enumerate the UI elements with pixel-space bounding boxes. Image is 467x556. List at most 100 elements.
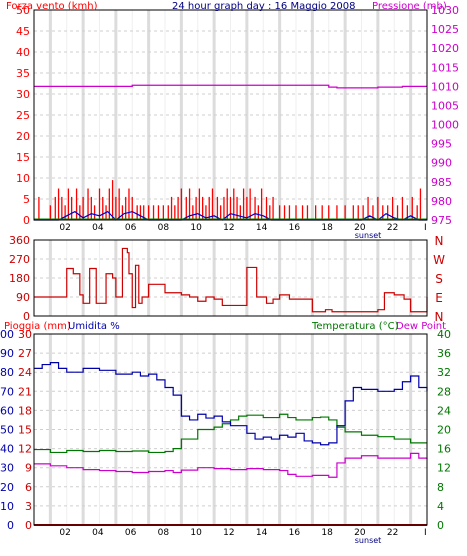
x-tick-label: 10: [190, 528, 202, 538]
y-tick-label-rain: 24: [18, 366, 32, 379]
y-tick-label-rain: 6: [25, 481, 32, 494]
y-tick-label-rain: 15: [18, 424, 32, 437]
y-tick-label-pressure: 995: [431, 138, 452, 151]
y-tick-label-pressure: 1010: [431, 80, 459, 93]
y-tick-label-pressure: 985: [431, 176, 452, 189]
y-tick-label-humidity: 20: [0, 481, 14, 494]
y-tick-label-temperature: 8: [437, 481, 444, 494]
x-tick-label: 04: [92, 528, 104, 538]
compass-label: S: [435, 272, 443, 286]
x-tick-label: 10: [190, 223, 202, 233]
compass-label: N: [435, 310, 444, 324]
x-tick-label: 12: [223, 223, 234, 233]
x-tick-label: 16: [289, 223, 301, 233]
y-tick-label-temperature: 20: [437, 424, 451, 437]
y-tick-label-direction: 360: [9, 234, 30, 247]
y-tick-label-temperature: 16: [437, 443, 451, 456]
y-tick-label-pressure: 1005: [431, 99, 459, 112]
compass-label: N: [435, 234, 444, 248]
x-tick-label: 08: [158, 223, 170, 233]
y-tick-label-wind: 10: [16, 172, 30, 185]
y-tick-label-wind: 50: [16, 4, 30, 17]
y-tick-label-pressure: 1025: [431, 23, 459, 36]
y-tick-label-rain: 30: [18, 328, 32, 341]
y-tick-label-direction: 180: [9, 272, 30, 285]
y-tick-label-temperature: 0: [437, 519, 444, 532]
rain-axis-title: Pioggia (mm): [4, 321, 71, 332]
y-tick-label-pressure: 1015: [431, 61, 459, 74]
x-tick-label: I: [424, 528, 427, 538]
y-tick-label-humidity: 60: [0, 404, 14, 417]
y-tick-label-wind: 25: [16, 109, 30, 122]
pressure-axis-title: Pressione (mb): [372, 1, 447, 12]
dewpoint-line: [34, 452, 428, 478]
y-tick-label-rain: 12: [18, 443, 32, 456]
x-tick-label: 18: [321, 223, 333, 233]
y-tick-label-humidity: 40: [0, 443, 14, 456]
x-tick-label: 22: [387, 223, 398, 233]
y-tick-label-rain: 9: [25, 462, 32, 475]
sunset-label: sunset: [355, 536, 382, 545]
y-tick-label-pressure: 1000: [431, 119, 459, 132]
x-tick-label: 08: [158, 528, 170, 538]
humidity-axis-title: Umidita %: [68, 321, 120, 332]
humidity-line: [34, 362, 428, 446]
x-tick-label: 12: [223, 528, 234, 538]
wind-direction-line: [34, 247, 428, 313]
chart-day-title: 24 hour graph day : 16 Maggio 2008: [172, 1, 356, 12]
compass-label: W: [433, 253, 445, 267]
y-tick-label-wind: 30: [16, 88, 30, 101]
y-tick-label-pressure: 975: [431, 214, 452, 227]
x-tick-label: 22: [387, 528, 398, 538]
y-tick-label-humidity: 50: [0, 424, 14, 437]
x-tick-label: 20: [354, 528, 366, 538]
y-tick-label-wind: 20: [16, 130, 30, 143]
y-tick-label-direction: 270: [9, 253, 30, 266]
y-tick-label-wind: 5: [23, 193, 30, 206]
y-tick-label-humidity: 10: [0, 500, 14, 513]
y-tick-label-humidity: 100: [0, 328, 14, 341]
x-tick-label: 02: [59, 528, 70, 538]
gust-line: [34, 210, 427, 221]
y-tick-label-temperature: 12: [437, 462, 451, 475]
y-tick-label-direction: 90: [16, 291, 30, 304]
y-tick-label-pressure: 990: [431, 157, 452, 170]
y-tick-label-wind: 0: [23, 214, 30, 227]
y-tick-label-humidity: 90: [0, 347, 14, 360]
y-tick-label-temperature: 28: [437, 385, 451, 398]
y-tick-label-temperature: 24: [437, 404, 451, 417]
x-tick-label: 20: [354, 223, 366, 233]
y-tick-label-rain: 21: [18, 385, 32, 398]
y-tick-label-wind: 45: [16, 25, 30, 38]
compass-label: E: [435, 291, 443, 305]
y-tick-label-rain: 27: [18, 347, 32, 360]
x-tick-label: 06: [125, 528, 137, 538]
x-tick-label: 16: [289, 528, 301, 538]
x-tick-label: 14: [256, 223, 268, 233]
y-tick-label-direction: 0: [23, 310, 30, 323]
y-tick-label-rain: 0: [25, 519, 32, 532]
y-tick-label-wind: 35: [16, 67, 30, 80]
y-tick-label-humidity: 30: [0, 462, 14, 475]
y-tick-label-temperature: 40: [437, 328, 451, 341]
chart-frame: [33, 239, 428, 317]
dewpoint-axis-title: Dew Point: [396, 321, 447, 332]
sunset-label: sunset: [355, 231, 382, 240]
x-tick-label: I: [424, 223, 427, 233]
x-tick-label: 06: [125, 223, 137, 233]
chart-frame: [33, 9, 428, 221]
chart-gridlines: [34, 10, 427, 525]
x-tick-label: 04: [92, 223, 104, 233]
y-tick-label-temperature: 36: [437, 347, 451, 360]
x-tick-label: 14: [256, 528, 268, 538]
y-tick-label-humidity: 0: [7, 519, 14, 532]
y-tick-label-pressure: 1020: [431, 42, 459, 55]
wind-axis-title: Forza vento (kmh): [6, 1, 98, 12]
y-tick-label-humidity: 80: [0, 366, 14, 379]
y-tick-label-humidity: 70: [0, 385, 14, 398]
y-tick-label-temperature: 32: [437, 366, 451, 379]
y-tick-label-wind: 40: [16, 46, 30, 59]
chart-tick-labels: 0510152025303540455097598098599099510001…: [0, 4, 459, 545]
pressure-line: [34, 84, 427, 89]
